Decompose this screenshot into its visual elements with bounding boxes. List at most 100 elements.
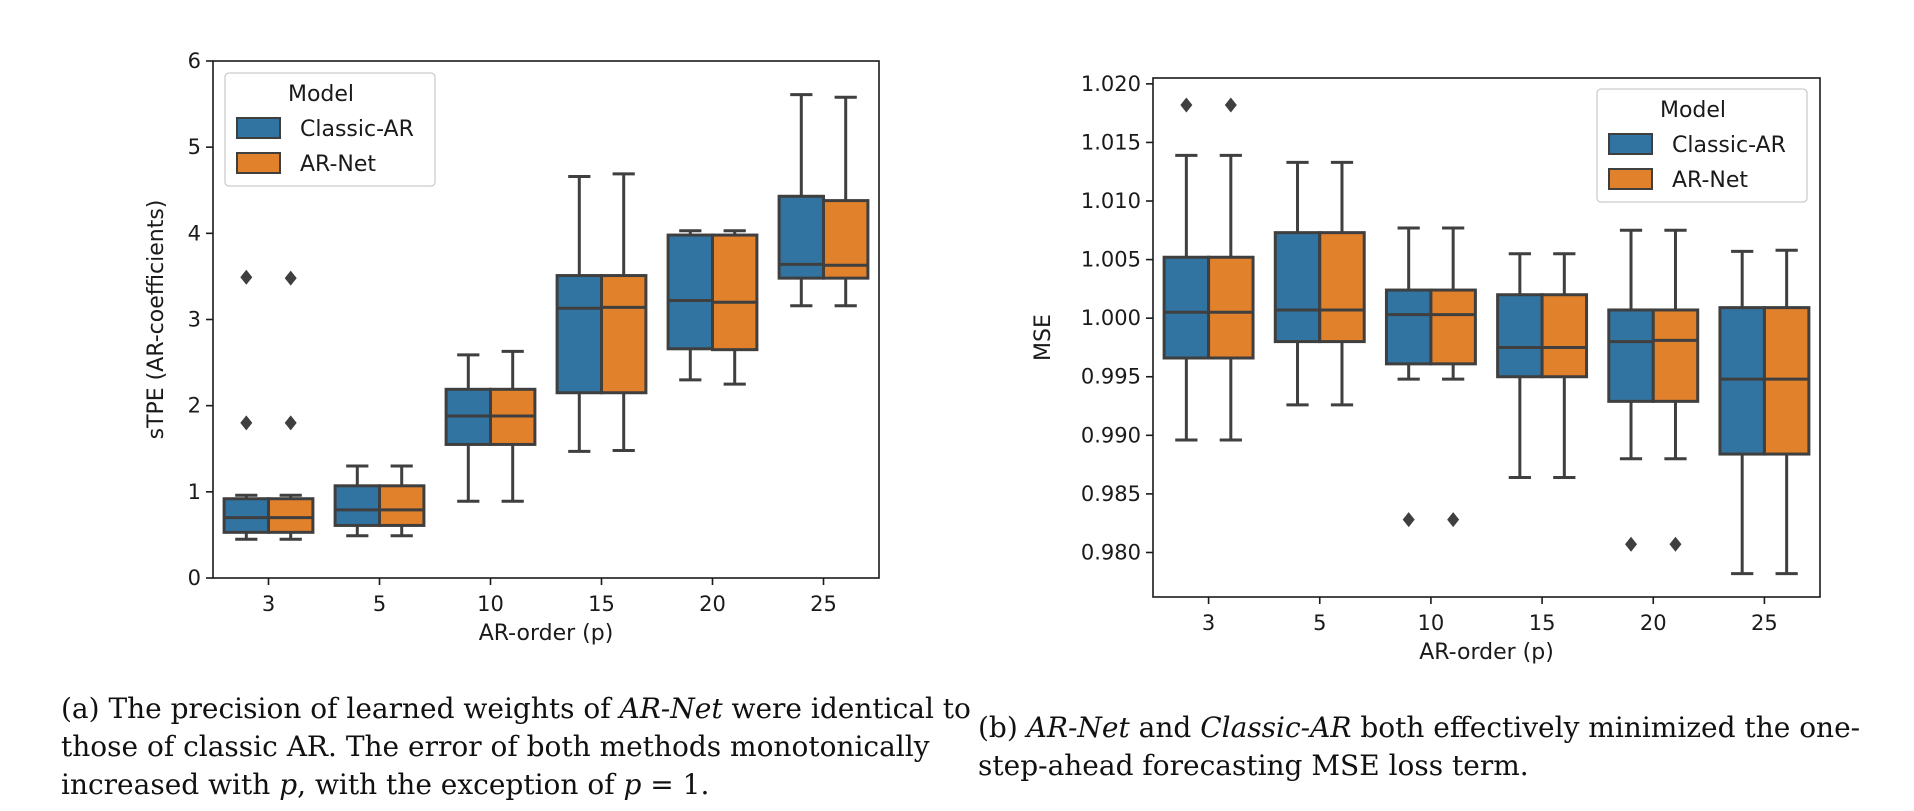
outlier-point	[240, 415, 253, 431]
y-tick-label: 1.010	[1081, 189, 1141, 213]
x-tick-label: 3	[1202, 611, 1215, 635]
box-body	[1718, 306, 1766, 456]
box-body	[1762, 306, 1811, 456]
box-body	[666, 233, 714, 351]
outlier-point	[1447, 512, 1460, 528]
x-tick-label: 15	[1529, 611, 1556, 635]
outlier-point	[1224, 97, 1237, 113]
y-axis-label: MSE	[1031, 314, 1056, 361]
y-tick-label: 0.985	[1081, 482, 1141, 506]
box-ar-net-15	[1540, 252, 1589, 480]
y-tick-label: 1.000	[1081, 306, 1141, 330]
legend-entry: AR-Net	[1672, 168, 1748, 193]
legend-swatch	[1608, 168, 1653, 190]
x-tick-label: 25	[1751, 611, 1778, 635]
y-tick-label: 1.015	[1081, 130, 1141, 154]
y-tick-label: 1	[188, 480, 201, 504]
box-classic-ar-15	[1496, 252, 1544, 480]
box-classic-ar-3	[222, 269, 271, 541]
y-tick-label: 0.980	[1081, 540, 1141, 564]
caption-b: (b) AR-Net and Classic-AR both effective…	[978, 711, 1861, 782]
legend-swatch	[1608, 133, 1653, 155]
legend-title: Model	[1660, 98, 1726, 123]
box-body	[1651, 308, 1700, 403]
x-tick-label: 3	[262, 592, 275, 616]
x-tick-label: 15	[588, 592, 615, 616]
x-tick-label: 20	[699, 592, 726, 616]
caption-a: (a) The precision of learned weights of …	[61, 692, 971, 801]
outlier-point	[1402, 512, 1415, 528]
box-classic-ar-20	[666, 229, 714, 382]
x-tick-label: 10	[477, 592, 504, 616]
box-body	[555, 274, 603, 395]
outlier-point	[1669, 536, 1682, 552]
box-ar-net-20	[1651, 228, 1700, 552]
legend: Model Classic-AR AR-Net	[1596, 88, 1808, 203]
plot-frame	[1152, 77, 1821, 598]
y-tick-label: 4	[188, 221, 201, 245]
box-ar-net-25	[1762, 248, 1811, 576]
legend-title: Model	[288, 82, 354, 107]
x-tick-label: 10	[1418, 611, 1445, 635]
outlier-point	[240, 269, 253, 285]
box-classic-ar-25	[1718, 249, 1766, 576]
box-body	[1207, 255, 1255, 360]
outlier-point	[1625, 536, 1638, 552]
y-axis-label: sTPE (AR-coefficients)	[144, 200, 169, 440]
y-tick-label: 0.995	[1081, 365, 1141, 389]
legend-entry: AR-Net	[300, 152, 376, 177]
legend-swatch	[236, 117, 281, 139]
box-body	[600, 274, 648, 395]
box-body	[333, 484, 382, 527]
box-ar-net-10	[489, 349, 537, 503]
x-tick-label: 25	[810, 592, 837, 616]
box-ar-net-25	[822, 95, 870, 308]
outlier-point	[1180, 97, 1193, 113]
box-classic-ar-20	[1607, 228, 1655, 552]
box-body	[1540, 293, 1589, 379]
box-classic-ar-5	[1273, 160, 1322, 407]
outlier-point	[284, 415, 297, 431]
y-tick-label: 2	[188, 394, 201, 418]
box-classic-ar-15	[555, 174, 603, 453]
box-body	[1318, 231, 1366, 344]
legend-swatch	[236, 152, 281, 174]
box-ar-net-15	[600, 172, 648, 452]
box-body	[1273, 231, 1322, 344]
box-body	[222, 497, 271, 534]
box-body	[1429, 288, 1477, 366]
box-body	[1496, 293, 1544, 379]
y-tick-label: 3	[188, 308, 201, 332]
box-body	[711, 233, 759, 352]
chart-panel-a: 0 1 2 3 4 5 6 3 5 10 15 20 25 AR-order (p) sTPE (AR-co…	[144, 49, 880, 646]
x-tick-label: 5	[373, 592, 386, 616]
y-tick-label: 1.020	[1081, 72, 1141, 96]
box-ar-net-20	[711, 229, 759, 386]
box-ar-net-5	[1318, 160, 1366, 407]
y-tick-label: 0.990	[1081, 423, 1141, 447]
box-ar-net-3	[1207, 97, 1255, 442]
box-classic-ar-5	[333, 464, 382, 538]
x-tick-label: 5	[1313, 611, 1326, 635]
box-classic-ar-25	[777, 93, 825, 308]
legend: Model Classic-AR AR-Net	[224, 72, 436, 187]
y-tick-label: 1.005	[1081, 248, 1141, 272]
box-body	[267, 497, 315, 534]
box-classic-ar-10	[1384, 226, 1433, 528]
x-tick-label: 20	[1640, 611, 1667, 635]
legend-entry: Classic-AR	[1672, 133, 1786, 158]
x-axis-label: AR-order (p)	[1419, 640, 1554, 665]
box-classic-ar-10	[444, 353, 493, 503]
box-body	[1162, 255, 1211, 360]
box-classic-ar-3	[1162, 97, 1211, 442]
box-ar-net-3	[267, 270, 315, 541]
y-tick-label: 0	[188, 566, 201, 590]
box-ar-net-5	[378, 464, 426, 538]
box-body	[1384, 288, 1433, 366]
box-body	[777, 194, 825, 280]
outlier-point	[284, 270, 297, 286]
y-tick-label: 6	[188, 49, 201, 73]
x-axis-label: AR-order (p)	[479, 621, 614, 646]
box-body	[1607, 308, 1655, 403]
